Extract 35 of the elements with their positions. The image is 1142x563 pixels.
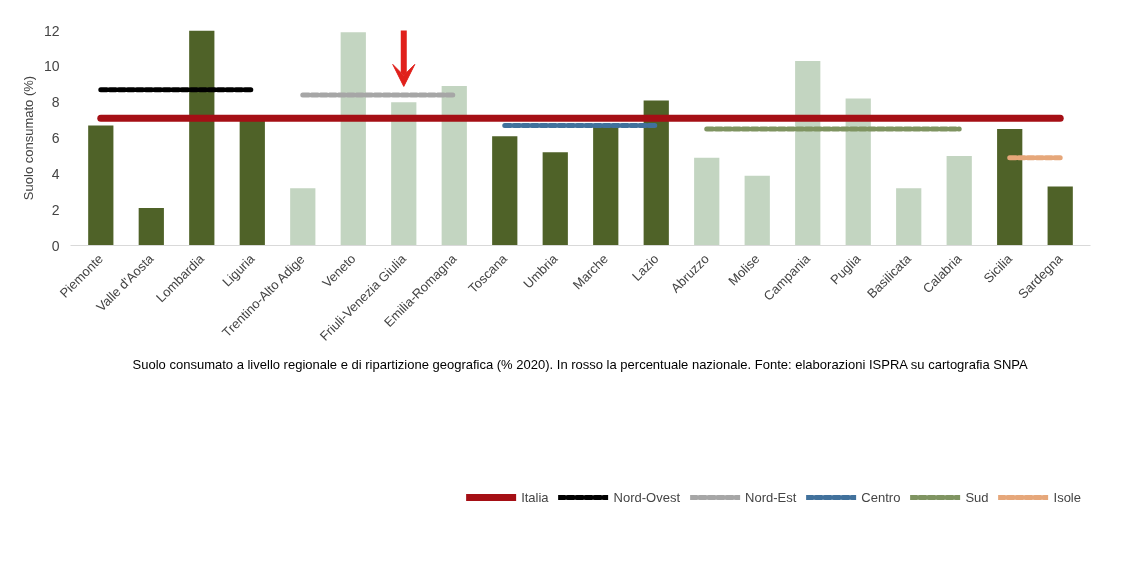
bar: [694, 157, 720, 246]
y-tick-label: 10: [43, 58, 60, 75]
bar: [744, 175, 770, 246]
legend-label: Nord-Est: [745, 489, 797, 505]
bar: [896, 188, 922, 246]
legend-label: Sud: [965, 489, 989, 505]
bar: [593, 125, 619, 246]
bar: [290, 188, 316, 246]
bar: [189, 30, 215, 246]
bar: [340, 32, 366, 246]
legend-label: Isole: [1053, 489, 1081, 505]
bar: [138, 207, 164, 246]
legend-label: Italia: [521, 489, 549, 505]
bar: [239, 120, 265, 246]
y-tick-label: 2: [51, 201, 60, 218]
y-tick-label: 4: [51, 165, 60, 182]
bar: [441, 86, 467, 246]
bar: [946, 155, 972, 246]
legend-label: Centro: [861, 489, 901, 505]
bar: [643, 100, 669, 246]
bar: [88, 125, 114, 246]
bar: [845, 98, 871, 246]
y-tick-label: 8: [51, 94, 60, 111]
bar: [542, 152, 568, 246]
legend-label: Nord-Ovest: [613, 489, 681, 505]
y-tick-label: 0: [51, 237, 60, 254]
y-axis-title: Suolo consumato (%): [20, 75, 36, 201]
text: Suolo consumato a livello regionale e di ripartizione geografica (% 2020). In rosso la percentuale nazionale. Fonte: elaborazioni ISPRA su cartografia SNPA: [132, 356, 1029, 372]
bar: [997, 129, 1023, 246]
bar: [1047, 186, 1073, 246]
bar: [492, 136, 518, 246]
bar: [795, 60, 821, 246]
y-tick-label: 12: [43, 22, 60, 39]
y-tick-label: 6: [51, 130, 60, 146]
bar: [391, 102, 417, 246]
